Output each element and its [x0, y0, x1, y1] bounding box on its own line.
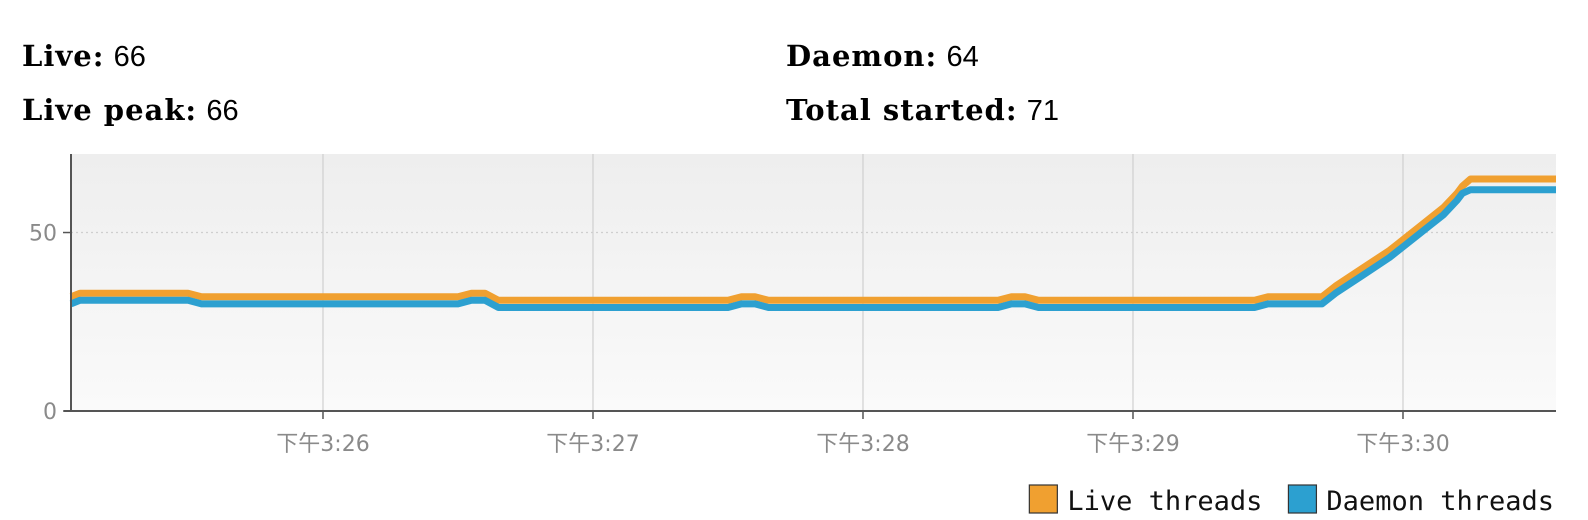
stat-live-label: Live: [22, 39, 93, 73]
tick-labels: 下午3:26 下午3:27 下午3:28 下午3:29 下午3:30 0 50: [29, 222, 1450, 457]
y-tick-label-1: 50: [29, 222, 57, 247]
legend-label-1: Daemon threads: [1326, 486, 1554, 517]
x-tick-label-4: 下午3:30: [1356, 432, 1449, 457]
stat-live-value: 66: [113, 41, 146, 73]
legend-swatch-0: [1028, 484, 1058, 514]
legend: Daemon threads Live threads: [1028, 484, 1554, 517]
stat-daemon-value: 64: [946, 41, 979, 73]
x-tick-label-1: 下午3:27: [546, 432, 639, 457]
axes: [64, 154, 1556, 412]
stat-total-started: Total started: 71: [786, 90, 1059, 131]
plot-area: [71, 154, 1556, 410]
stat-live-peak-label: Live peak: [22, 93, 186, 127]
legend-swatch-1: [1287, 484, 1318, 514]
series-lines: [69, 175, 1556, 311]
stat-total-started-value: 71: [1026, 95, 1060, 127]
stat-total-started-label: Total started: [786, 93, 1006, 127]
series-line-0: [69, 175, 1556, 304]
x-tick-label-0: 下午3:26: [276, 432, 369, 457]
gridlines: [71, 154, 1556, 411]
stat-live-separator: :: [92, 39, 105, 73]
stat-daemon: Daemon: 64: [786, 36, 979, 77]
threads-chart: 下午3:26 下午3:27 下午3:28 下午3:29 下午3:30 0 50 Daemon…: [29, 154, 1556, 517]
stat-daemon-label: Daemon: [786, 39, 926, 73]
series-line-1: [69, 186, 1556, 311]
stat-total-started-separator: :: [1005, 93, 1018, 127]
stat-live-peak: Live peak: 66: [22, 90, 239, 131]
stat-live: Live: 66: [22, 36, 146, 77]
legend-label-0: Live threads: [1067, 486, 1262, 517]
stat-daemon-separator: :: [925, 39, 938, 73]
stat-live-peak-separator: :: [185, 93, 198, 127]
x-tick-label-2: 下午3:28: [816, 432, 909, 457]
y-tick-label-0: 0: [43, 400, 57, 425]
x-tick-label-3: 下午3:29: [1086, 432, 1179, 457]
stat-live-peak-value: 66: [206, 95, 239, 127]
thread-stats-panel: Live: 66 Live peak: 66 Daemon: 64 Total …: [22, 36, 1322, 146]
